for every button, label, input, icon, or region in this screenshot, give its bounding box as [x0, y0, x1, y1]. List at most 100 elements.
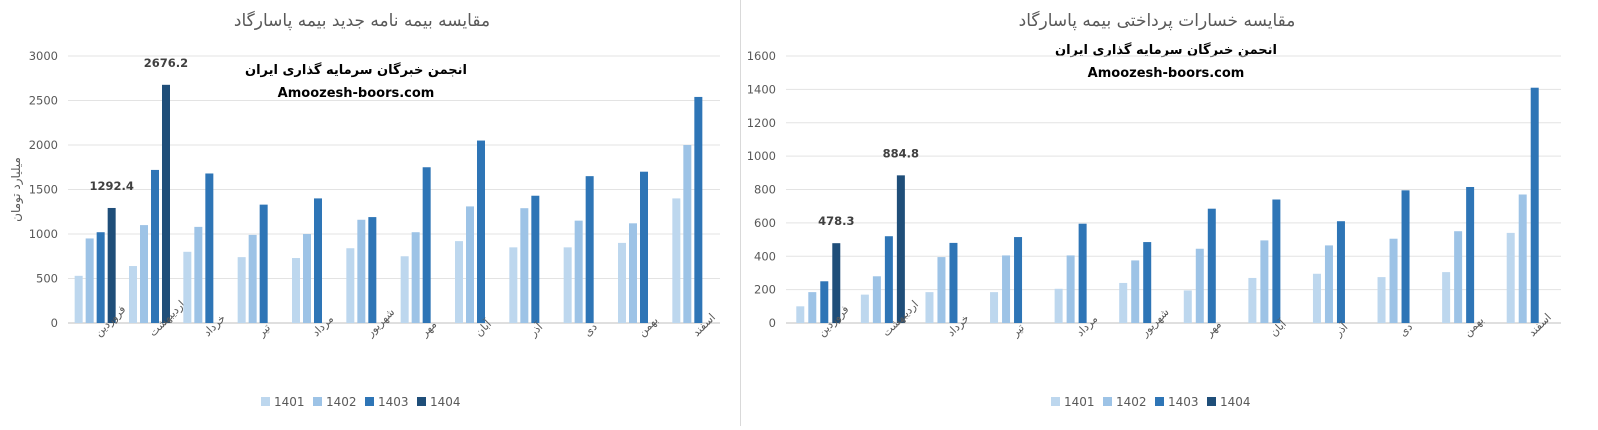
panel-divider — [740, 0, 741, 426]
bar-1403-9 — [531, 195, 540, 323]
bar-1403-6 — [368, 217, 377, 323]
y-tick-label: 0 — [51, 316, 58, 330]
bar-1401-6 — [346, 248, 355, 323]
bar-1401-9 — [1312, 273, 1321, 323]
new-policies-chart: انجمن خبرگان سرمایه گذاری ایران Amoozesh… — [9, 10, 720, 409]
bar-1402-9 — [520, 208, 529, 323]
bar-1401-1 — [796, 306, 805, 323]
y-tick-label: 200 — [754, 283, 776, 297]
bar-1401-9 — [509, 247, 518, 323]
chart-title: مقایسه خسارات پرداختی بیمه پاسارگاد — [1019, 10, 1296, 31]
bar-1403-8 — [477, 140, 485, 323]
bar-1401-11 — [1442, 272, 1451, 323]
bar-1401-1 — [74, 275, 83, 323]
x-tick-label: خرداد — [201, 312, 228, 339]
data-label: 1292.4 — [89, 179, 133, 193]
y-axis-label: میلیارد تومان — [9, 157, 24, 222]
bar-1402-2 — [140, 225, 148, 323]
y-tick-label: 1600 — [747, 49, 776, 63]
bar-1404-1 — [107, 207, 116, 323]
legend-swatch-1402 — [1103, 397, 1112, 406]
bar-1401-10 — [563, 247, 572, 323]
y-tick-label: 1400 — [747, 82, 776, 96]
bar-1402-8 — [1260, 240, 1269, 323]
bar-1403-1 — [96, 232, 105, 323]
bar-1403-3 — [205, 173, 214, 323]
legend-swatch-1401 — [1051, 397, 1060, 406]
bar-1403-2 — [151, 169, 159, 323]
bar-1402-6 — [1131, 260, 1140, 323]
x-tick-label: تیر — [1008, 321, 1027, 340]
bar-1401-2 — [129, 266, 137, 323]
bar-1401-10 — [1377, 277, 1386, 323]
x-tick-label: خرداد — [944, 312, 971, 339]
y-tick-label: 2000 — [29, 138, 58, 152]
bar-1403-11 — [1466, 186, 1475, 323]
x-tick-label: بهمن — [1461, 314, 1486, 339]
y-tick-label: 800 — [754, 183, 776, 197]
bar-1404-1 — [832, 243, 841, 323]
bar-1401-8 — [455, 241, 463, 323]
legend-label-1401: 1401 — [274, 395, 305, 409]
y-tick-label: 1000 — [29, 227, 58, 241]
bar-1402-7 — [411, 232, 420, 323]
y-tick-label: 0 — [769, 316, 776, 330]
bar-1402-2 — [872, 276, 881, 323]
bar-1401-12 — [1506, 232, 1515, 323]
bar-1401-5 — [292, 258, 300, 323]
bar-1401-5 — [1054, 288, 1063, 323]
x-tick-label: مرداد — [1074, 312, 1101, 339]
bar-1402-3 — [937, 257, 946, 323]
bar-1403-4 — [1014, 237, 1023, 323]
bar-1402-9 — [1324, 245, 1333, 323]
bar-1403-10 — [1401, 190, 1410, 323]
y-tick-label: 600 — [754, 216, 776, 230]
bar-1402-5 — [303, 234, 311, 323]
bar-1403-1 — [820, 281, 829, 323]
bar-1403-8 — [1272, 199, 1281, 323]
bar-1402-5 — [1066, 255, 1075, 323]
bar-1403-10 — [585, 176, 594, 323]
y-tick-label: 400 — [754, 249, 776, 263]
x-tick-label: اسفند — [1526, 311, 1554, 339]
bar-1403-6 — [1143, 242, 1152, 323]
bar-1402-12 — [683, 145, 692, 323]
watermark-line1: انجمن خبرگان سرمایه گذاری ایران — [245, 62, 467, 78]
x-tick-label: آبان — [472, 316, 495, 339]
bar-1404-2 — [162, 84, 170, 323]
bar-1403-11 — [640, 171, 648, 323]
bar-1402-3 — [194, 226, 203, 323]
legend-label-1401: 1401 — [1064, 395, 1095, 409]
legend-label-1404: 1404 — [1220, 395, 1251, 409]
bar-1403-3 — [949, 242, 958, 323]
bar-1402-4 — [1002, 255, 1011, 323]
bar-1401-6 — [1119, 282, 1128, 323]
bar-1403-4 — [259, 204, 268, 323]
bar-1403-7 — [422, 167, 431, 323]
claims-chart-panel: انجمن خبرگان سرمایه گذاری ایران Amoozesh… — [746, 0, 1598, 426]
bar-1402-6 — [357, 219, 366, 323]
legend-swatch-1403 — [1155, 397, 1164, 406]
bar-1403-12 — [694, 96, 703, 323]
bar-1402-7 — [1195, 248, 1204, 323]
bar-1402-4 — [248, 234, 257, 323]
data-label: 478.3 — [818, 214, 854, 228]
x-tick-label: آذر — [1330, 319, 1351, 340]
legend-swatch-1401 — [261, 397, 270, 406]
new-policies-chart-panel: انجمن خبرگان سرمایه گذاری ایران Amoozesh… — [0, 0, 740, 426]
legend-label-1403: 1403 — [1168, 395, 1199, 409]
legend-label-1402: 1402 — [1116, 395, 1147, 409]
legend-swatch-1402 — [313, 397, 322, 406]
bar-1403-5 — [314, 198, 322, 323]
bar-1403-2 — [884, 236, 893, 323]
legend-swatch-1404 — [417, 397, 426, 406]
bar-1402-8 — [466, 206, 474, 323]
x-tick-label: آذر — [525, 319, 546, 340]
legend-swatch-1404 — [1207, 397, 1216, 406]
bar-1402-10 — [1389, 238, 1398, 323]
x-tick-label: مهر — [1202, 318, 1224, 340]
bar-1403-9 — [1336, 221, 1345, 323]
x-tick-label: اسفند — [690, 311, 718, 339]
legend-label-1402: 1402 — [326, 395, 357, 409]
